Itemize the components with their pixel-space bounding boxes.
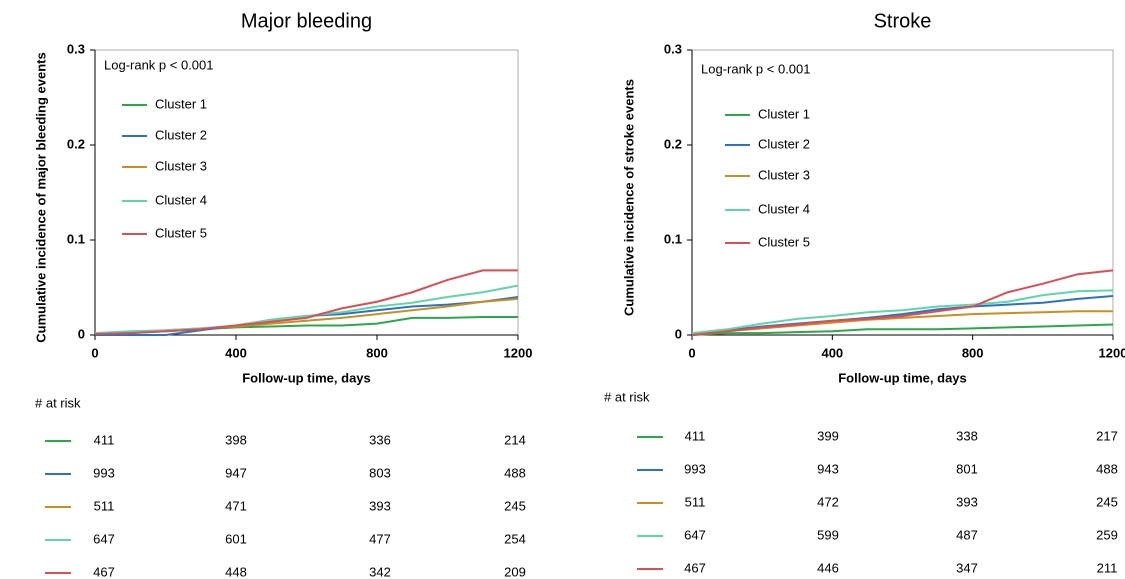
legend-label: Cluster 5 [155, 225, 207, 240]
at-risk-count: 477 [369, 531, 391, 546]
y-axis-label: Cumulative incidence of major bleeding e… [33, 52, 48, 342]
legend-label: Cluster 3 [758, 167, 810, 182]
x-tick-label: 800 [366, 345, 388, 360]
at-risk-count: 254 [504, 531, 526, 546]
at-risk-count: 487 [956, 527, 978, 542]
legend-label: Cluster 3 [155, 158, 207, 173]
at-risk-count: 245 [504, 498, 526, 513]
at-risk-count: 511 [685, 494, 706, 509]
at-risk-label: # at risk [604, 389, 650, 404]
curve [691, 269, 1114, 336]
x-tick-label: 0 [91, 345, 98, 360]
legend-label: Cluster 4 [155, 192, 207, 207]
legend-label: Cluster 4 [758, 201, 810, 216]
legend-label: Cluster 5 [758, 234, 810, 249]
at-risk-count: 336 [369, 432, 391, 447]
at-risk-count: 803 [369, 465, 391, 480]
y-axis-label: Cumulative incidence of stroke events [621, 79, 636, 316]
at-risk-count: 993 [684, 461, 706, 476]
at-risk-count: 471 [225, 498, 247, 513]
at-risk-count: 647 [684, 527, 706, 542]
x-axis-label: Follow-up time, days [838, 370, 967, 385]
y-tick-label: 0.3 [67, 41, 85, 56]
curve [94, 269, 518, 336]
at-risk-count: 393 [956, 494, 978, 509]
at-risk-count: 467 [93, 564, 115, 579]
at-risk-count: 472 [817, 494, 839, 509]
legend-label: Cluster 1 [758, 106, 810, 121]
y-tick-label: 0.1 [664, 231, 682, 246]
annotation: Log-rank p < 0.001 [701, 61, 811, 76]
at-risk-count: 393 [369, 498, 391, 513]
curve [691, 289, 1114, 335]
chart-title: Stroke [874, 10, 932, 32]
x-axis-label: Follow-up time, days [242, 370, 371, 385]
at-risk-count: 342 [369, 564, 391, 579]
legend-label: Cluster 2 [155, 127, 207, 142]
at-risk-count: 214 [504, 432, 526, 447]
x-tick-label: 400 [225, 345, 247, 360]
at-risk-count: 488 [504, 465, 526, 480]
at-risk-count: 411 [685, 428, 706, 443]
y-tick-label: 0 [675, 326, 682, 341]
y-tick-label: 0.3 [664, 41, 682, 56]
at-risk-count: 599 [817, 527, 839, 542]
at-risk-count: 209 [504, 564, 526, 579]
at-risk-count: 245 [1096, 494, 1118, 509]
at-risk-count: 448 [225, 564, 247, 579]
chart-title: Major bleeding [241, 10, 372, 32]
at-risk-count: 601 [225, 531, 247, 546]
x-tick-label: 1200 [504, 345, 533, 360]
x-tick-label: 0 [688, 345, 695, 360]
x-tick-label: 800 [962, 345, 984, 360]
x-tick-label: 1200 [1099, 345, 1125, 360]
y-tick-label: 0.2 [67, 136, 85, 151]
y-tick-label: 0 [78, 326, 85, 341]
at-risk-label: # at risk [35, 395, 81, 410]
at-risk-count: 943 [817, 461, 839, 476]
at-risk-count: 211 [1097, 560, 1118, 575]
x-tick-label: 400 [821, 345, 843, 360]
at-risk-count: 947 [225, 465, 247, 480]
at-risk-count: 399 [817, 428, 839, 443]
plot-frame [691, 49, 1114, 336]
legend-label: Cluster 1 [155, 96, 207, 111]
at-risk-count: 467 [684, 560, 706, 575]
at-risk-count: 446 [817, 560, 839, 575]
legend-label: Cluster 2 [758, 136, 810, 151]
y-tick-label: 0.2 [664, 136, 682, 151]
at-risk-count: 338 [956, 428, 978, 443]
curve [691, 323, 1114, 336]
annotation: Log-rank p < 0.001 [104, 57, 214, 72]
at-risk-count: 993 [93, 465, 115, 480]
at-risk-count: 488 [1096, 461, 1118, 476]
at-risk-count: 801 [956, 461, 978, 476]
y-tick-label: 0.1 [67, 231, 85, 246]
at-risk-count: 347 [956, 560, 978, 575]
at-risk-count: 411 [94, 432, 115, 447]
at-risk-count: 511 [94, 498, 115, 513]
at-risk-count: 259 [1096, 527, 1118, 542]
at-risk-count: 647 [93, 531, 115, 546]
at-risk-count: 398 [225, 432, 247, 447]
at-risk-count: 217 [1096, 428, 1118, 443]
